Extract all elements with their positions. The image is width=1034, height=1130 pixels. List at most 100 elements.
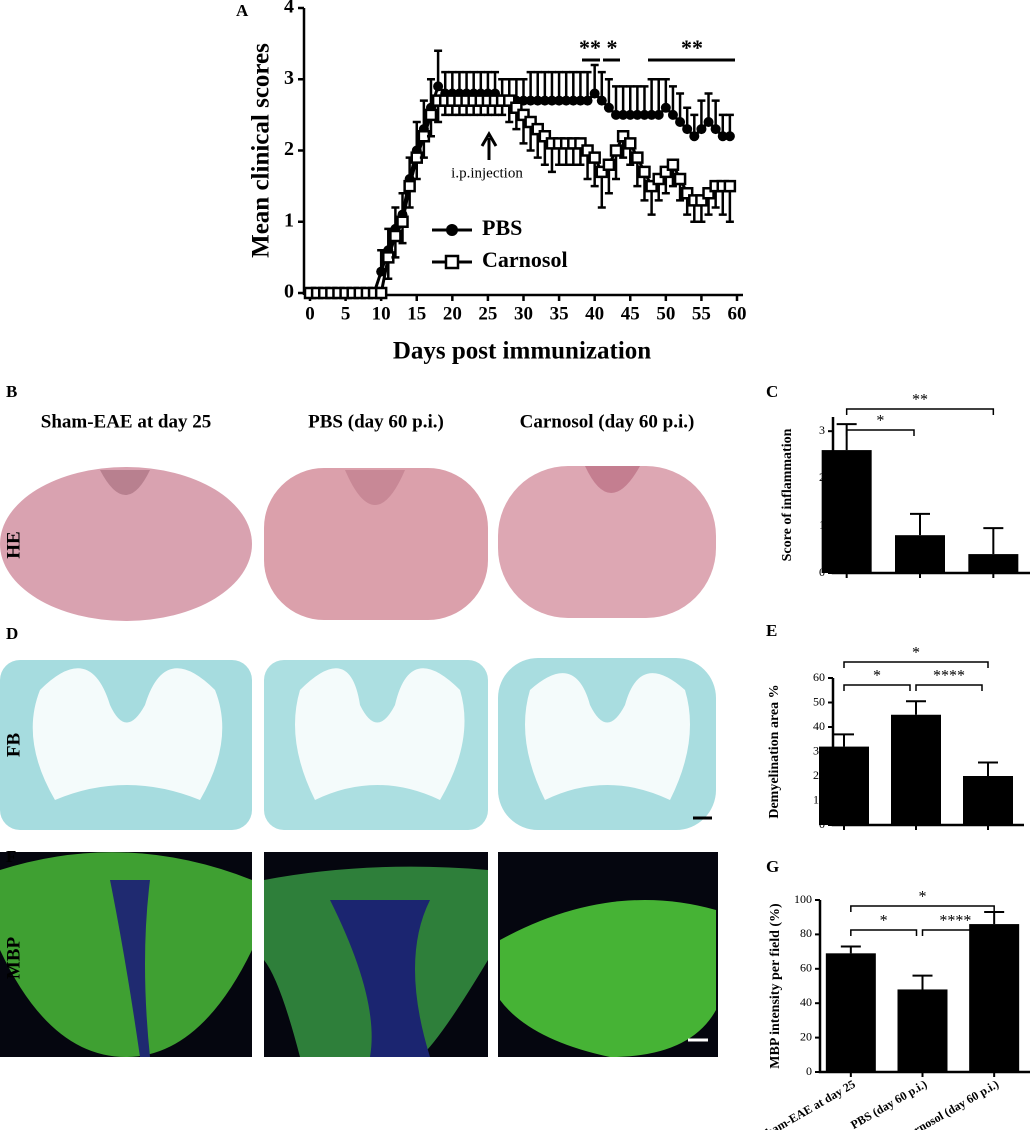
y-tick-label: 40 [800,995,812,1009]
point [546,95,557,106]
point [574,137,587,150]
he-images [0,466,716,621]
point [696,124,707,135]
bar [897,989,948,1072]
point [717,131,728,142]
y-tick-label: 100 [794,892,812,906]
point [611,109,622,120]
error-bar [836,423,857,451]
panel-label: F [6,847,16,866]
point [624,137,637,150]
significance: **** [939,913,971,930]
panel-label: E [766,621,777,640]
y-tick-label: 50 [813,694,825,708]
point [602,158,616,171]
point [631,151,644,164]
bar [819,746,869,825]
y-tick-label: 1 [284,209,294,231]
significance: **** [933,668,965,685]
point [639,109,650,120]
y-tick-label: 0 [806,1064,812,1078]
significance: * [919,889,927,906]
he-section [264,468,488,620]
point [673,172,687,186]
point [603,102,614,113]
column-title: PBS (day 60 p.i.) [308,411,444,432]
point [433,81,444,92]
x-tick-label: 20 [443,303,462,324]
point [666,158,680,171]
point [581,144,594,157]
point [575,95,586,106]
point [646,109,657,120]
error-bar [912,974,933,990]
row-label: HE [3,531,24,558]
mbp-images [0,852,718,1057]
y-tick-label: 60 [800,961,812,975]
significance: * [880,913,888,930]
point [539,95,550,106]
bar [963,776,1013,825]
panel-label: D [6,624,18,643]
x-tick-label: 25 [478,303,497,324]
y-tick-label: 40 [813,719,825,733]
point [525,95,536,106]
x-axis-title: Days post immunization [393,338,651,365]
point [531,122,544,136]
error-bar [910,512,930,536]
significance: * [876,413,884,430]
error-bar [840,945,861,954]
x-tick-label: 30 [514,303,533,324]
point [632,109,643,120]
error-bar [434,49,443,87]
legend-label: PBS [482,215,522,240]
significance-bracket [921,929,989,936]
error-bar [834,733,854,747]
point [561,95,572,106]
bar [891,714,941,825]
point [403,179,416,193]
y-tick-label: 0 [284,281,294,303]
point [689,131,700,142]
point [588,151,601,164]
bar [821,450,872,573]
point [503,94,516,107]
significance: ** [912,392,928,409]
significance-bracket [850,905,995,912]
column-title: Carnosol (day 60 p.i.) [520,411,695,432]
point [675,117,686,127]
point [682,124,693,135]
x-tick-label: 10 [372,303,391,324]
y-tick-label: 3 [819,423,825,437]
point [703,117,714,127]
point [680,187,694,200]
significance-bracket [850,929,918,936]
point [582,95,593,106]
point [695,194,708,207]
point [667,109,678,120]
y-tick-label: 60 [813,670,825,684]
y-tick-label: 4 [284,0,294,18]
bar [968,554,1019,573]
point [595,165,609,179]
point [652,172,665,186]
point [424,108,438,122]
y-tick-label: 20 [800,1029,812,1043]
y-axis-title: Score of inflammation [780,428,795,561]
point [389,229,402,243]
column-title: Sham-EAE at day 25 [41,411,212,432]
annotation: i.p.injection [451,165,523,181]
error-bar [983,527,1004,555]
significance-bracket [843,684,911,691]
point [645,179,658,193]
he-section [498,466,716,618]
x-tick-label: 40 [585,303,604,324]
x-tick-label: 45 [621,303,640,324]
y-axis-title: MBP intensity per field (%) [768,903,783,1069]
point [702,187,715,200]
point [618,109,629,120]
x-tick-label: 35 [550,303,569,324]
panel-label: A [236,1,249,20]
point [396,215,409,228]
error-bar [654,78,663,115]
